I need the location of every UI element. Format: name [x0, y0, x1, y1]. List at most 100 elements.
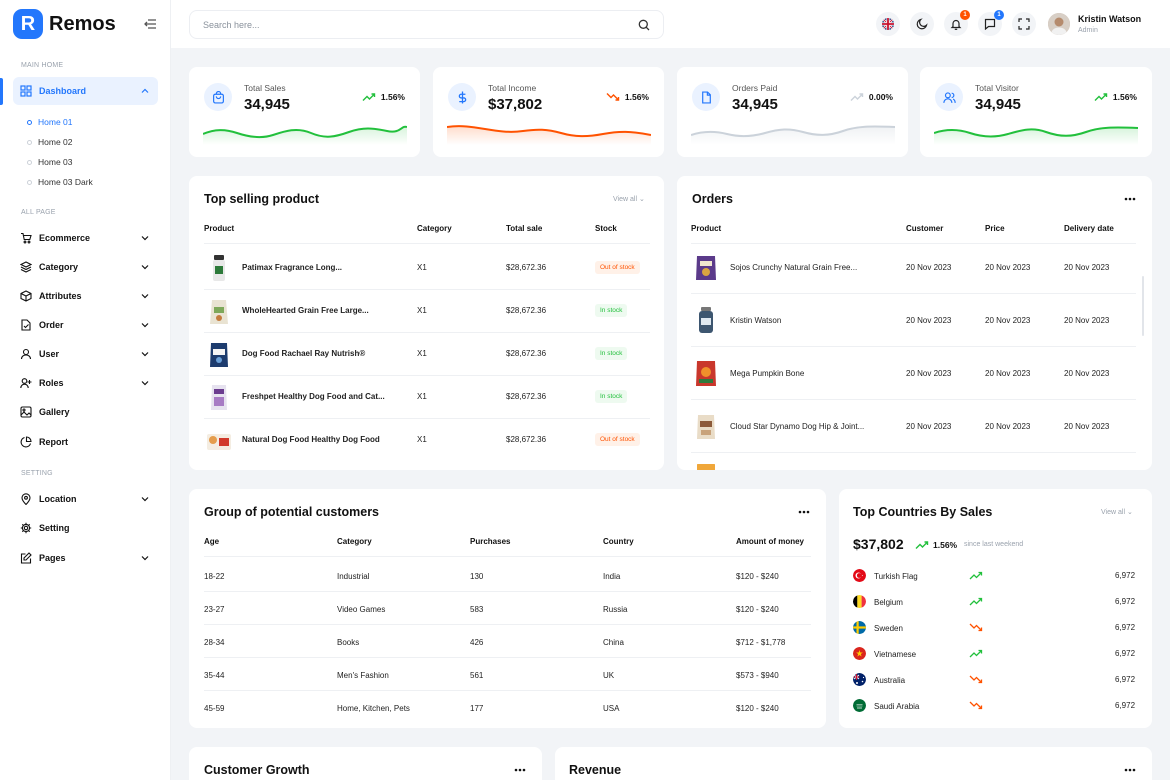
stat-value: 34,945 [732, 96, 778, 113]
belgium-flag-icon [853, 595, 866, 608]
card-title: Group of potential customers [204, 505, 380, 519]
trend-up-icon [362, 93, 376, 101]
user-name[interactable]: Kristin Watson [1078, 14, 1142, 24]
col-header: Delivery date [1064, 224, 1114, 233]
customer-country: UK [603, 671, 615, 680]
bell-icon [950, 19, 962, 30]
sidebar-item-dashboard[interactable]: Dashboard [13, 77, 158, 105]
sidebar-item-category[interactable]: Category [13, 253, 158, 281]
sidebar-subitem-home-03[interactable]: Home 03 [27, 157, 73, 167]
uk-flag-icon [882, 18, 894, 30]
sidebar-item-user[interactable]: User [13, 340, 158, 368]
search-icon[interactable] [638, 19, 650, 31]
order-date: 20 Nov 2023 [1064, 316, 1110, 325]
more-icon[interactable] [798, 510, 810, 514]
stock-badge: In stock [595, 390, 628, 403]
stat-label: Total Sales [244, 83, 286, 93]
customer-age: 28-34 [204, 638, 225, 647]
customer-age: 18-22 [204, 572, 225, 581]
sidebar-item-label: User [39, 349, 60, 359]
col-header: Purchases [470, 537, 511, 546]
country-value: 6,972 [1115, 701, 1136, 710]
product-sale: $28,672.36 [506, 392, 547, 401]
notifications-button[interactable]: 1 [944, 10, 970, 36]
customer-age: 45-59 [204, 704, 225, 713]
scrollbar[interactable] [1142, 276, 1144, 336]
avatar[interactable] [1048, 13, 1070, 35]
messages-button[interactable]: 1 [978, 10, 1004, 36]
user-role: Admin [1078, 27, 1098, 34]
document-icon [701, 90, 711, 104]
layers-icon [20, 261, 32, 273]
cart-icon [21, 232, 32, 244]
language-button[interactable] [876, 12, 900, 36]
customer-purchases: 426 [470, 638, 484, 647]
product-category: X1 [417, 392, 427, 401]
stock-badge: In stock [595, 347, 628, 360]
stat-icon-wrap [204, 83, 232, 111]
product-thumbnail [213, 255, 225, 281]
sidebar-item-pages[interactable]: Pages [13, 544, 158, 572]
search-input[interactable] [190, 11, 610, 38]
active-indicator [0, 78, 3, 105]
dark-mode-toggle[interactable] [910, 12, 934, 36]
countries-total: $37,802 [853, 536, 904, 552]
col-header: Price [985, 224, 1005, 233]
view-all-link[interactable]: View all ⌄ [613, 196, 645, 203]
sidebar-item-ecommerce[interactable]: Ecommerce [13, 224, 158, 252]
sidebar-item-label: Setting [39, 523, 70, 533]
dashboard-icon [20, 85, 32, 97]
sidebar-item-order[interactable]: Order [13, 311, 158, 339]
sidebar-item-label: Ecommerce [39, 233, 91, 243]
sidebar-item-setting[interactable]: Setting [13, 514, 158, 542]
sidebar-subitem-home-01[interactable]: Home 01 [27, 117, 73, 127]
bullet-icon [27, 159, 32, 165]
sidebar-item-gallery[interactable]: Gallery [13, 398, 158, 426]
stat-change-value: 0.00% [868, 92, 893, 102]
fullscreen-icon [1018, 18, 1030, 30]
menu-collapse-icon[interactable] [143, 17, 157, 31]
divider [204, 556, 811, 557]
sidebar-item-label: Dashboard [39, 86, 87, 96]
more-icon[interactable] [514, 768, 526, 772]
more-icon[interactable] [1124, 768, 1136, 772]
col-header: Customer [906, 224, 944, 233]
product-thumbnail [211, 385, 227, 410]
sidebar-subitem-home-03-dark[interactable]: Home 03 Dark [27, 177, 93, 187]
sidebar-subitem-label: Home 03 Dark [38, 177, 93, 187]
sidebar: R Remos Main home Dashboard Home 01 Home… [0, 0, 171, 780]
sidebar-item-report[interactable]: Report [13, 428, 158, 456]
stock-badge: Out of stock [595, 433, 640, 446]
customer-country: India [603, 572, 621, 581]
divider [204, 289, 650, 290]
trend-up-icon [915, 541, 929, 549]
col-header: Category [417, 224, 452, 233]
search-box [189, 10, 664, 39]
sidebar-item-attributes[interactable]: Attributes [13, 282, 158, 310]
product-thumbnail [696, 256, 716, 280]
sidebar-item-label: Location [39, 494, 77, 504]
product-thumbnail [207, 434, 231, 450]
more-icon[interactable] [1124, 197, 1136, 201]
chevron-down-icon [141, 323, 149, 328]
view-all-link[interactable]: View all ⌄ [1101, 509, 1133, 516]
sidebar-item-roles[interactable]: Roles [13, 369, 158, 397]
file-icon [21, 319, 31, 331]
fullscreen-button[interactable] [1012, 12, 1036, 36]
stat-card-total-visitor: Total Visitor 34,945 1.56% [920, 67, 1152, 157]
sidebar-item-label: Category [39, 262, 79, 272]
trend-up-icon [850, 93, 864, 101]
customer-amount: $712 - $1,778 [736, 638, 786, 647]
stat-change-value: 1.56% [1112, 92, 1137, 102]
product-name: Natural Dog Food Healthy Dog Food [242, 435, 380, 444]
bullet-icon [27, 139, 32, 145]
sidebar-subitem-home-02[interactable]: Home 02 [27, 137, 73, 147]
trend-up-icon [969, 571, 983, 580]
product-name: Patimax Fragrance Long... [242, 263, 343, 272]
sidebar-item-location[interactable]: Location [13, 485, 158, 513]
edit-icon [20, 552, 32, 564]
divider [204, 375, 650, 376]
product-sale: $28,672.36 [506, 349, 547, 358]
logo[interactable]: R Remos [13, 9, 116, 39]
chevron-down-icon [141, 236, 149, 241]
